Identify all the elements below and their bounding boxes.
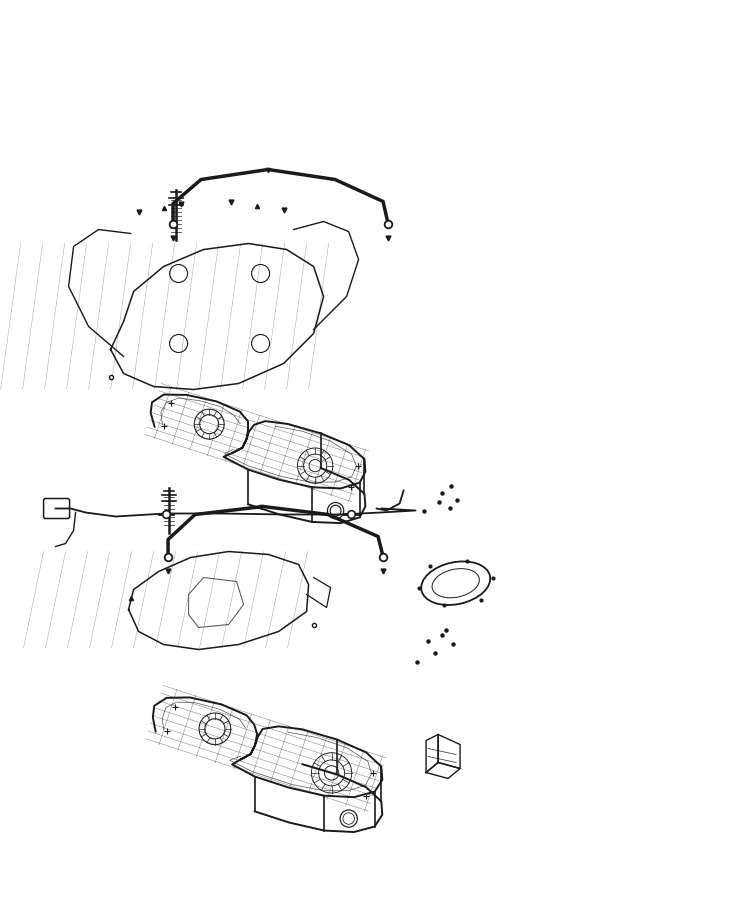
FancyBboxPatch shape	[44, 499, 70, 518]
